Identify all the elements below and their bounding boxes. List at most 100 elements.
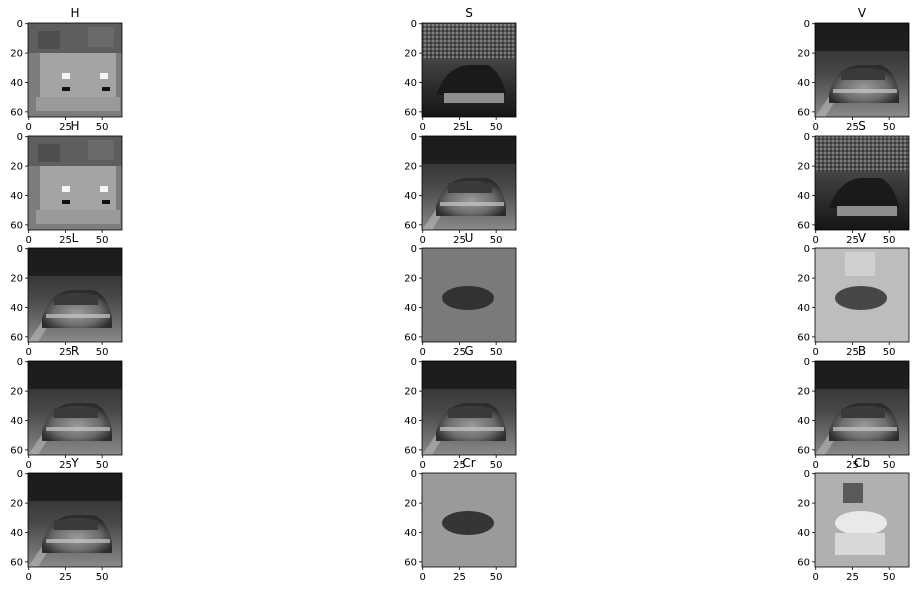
channel-image xyxy=(28,136,122,230)
x-tick-label: 50 xyxy=(883,235,896,246)
y-tick-label: 0 xyxy=(411,19,417,30)
y-tick-label: 0 xyxy=(17,19,23,30)
y-tick-label: 20 xyxy=(10,499,23,510)
channel-image xyxy=(422,248,516,342)
x-tick-label: 0 xyxy=(420,235,426,246)
y-tick-label: 60 xyxy=(797,332,810,343)
panel-title: R xyxy=(71,344,79,358)
y-tick-label: 0 xyxy=(411,244,417,255)
y-tick-label: 40 xyxy=(797,303,810,314)
x-tick-label: 25 xyxy=(59,572,72,583)
channel-image xyxy=(28,473,122,567)
channel-image xyxy=(422,136,516,230)
y-tick-label: 20 xyxy=(404,274,417,285)
y-tick-label: 40 xyxy=(797,78,810,89)
y-tick-label: 60 xyxy=(10,445,23,456)
panel-title: B xyxy=(858,344,866,358)
x-tick-label: 25 xyxy=(453,235,466,246)
x-tick-label: 25 xyxy=(59,122,72,133)
y-tick-label: 20 xyxy=(797,162,810,173)
x-tick-label: 25 xyxy=(453,122,466,133)
x-tick-label: 25 xyxy=(59,460,72,471)
x-tick-label: 50 xyxy=(883,572,896,583)
x-tick-label: 0 xyxy=(813,460,819,471)
panel-title: L xyxy=(466,119,473,133)
panel-title: U xyxy=(465,231,474,245)
channel-image xyxy=(28,23,122,117)
panel-title: L xyxy=(72,231,79,245)
panel-title: V xyxy=(858,6,867,20)
y-tick-label: 0 xyxy=(804,132,810,143)
axes-frame xyxy=(814,247,910,343)
axes-frame xyxy=(814,135,910,231)
x-tick-label: 25 xyxy=(846,572,859,583)
y-tick-label: 60 xyxy=(404,445,417,456)
y-tick-label: 60 xyxy=(10,220,23,231)
channel-image xyxy=(28,248,122,342)
y-tick-label: 40 xyxy=(404,528,417,539)
y-tick-label: 40 xyxy=(404,416,417,427)
y-tick-label: 0 xyxy=(17,469,23,480)
axes-frame xyxy=(421,360,517,456)
x-tick-label: 25 xyxy=(846,122,859,133)
x-tick-label: 0 xyxy=(813,347,819,358)
x-tick-label: 25 xyxy=(453,347,466,358)
x-tick-label: 0 xyxy=(420,122,426,133)
x-tick-label: 25 xyxy=(846,347,859,358)
axes-frame xyxy=(814,22,910,118)
y-tick-label: 60 xyxy=(797,107,810,118)
axes-frame xyxy=(27,22,123,118)
y-tick-label: 60 xyxy=(797,445,810,456)
y-tick-label: 20 xyxy=(797,387,810,398)
axes-frame xyxy=(421,247,517,343)
y-tick-label: 60 xyxy=(10,332,23,343)
y-tick-label: 60 xyxy=(404,557,417,568)
y-tick-label: 20 xyxy=(10,49,23,60)
y-tick-label: 20 xyxy=(10,274,23,285)
y-tick-label: 20 xyxy=(10,162,23,173)
y-tick-label: 0 xyxy=(804,357,810,368)
channel-image xyxy=(815,23,909,117)
axes-frame xyxy=(421,472,517,568)
y-tick-label: 0 xyxy=(17,132,23,143)
x-tick-label: 0 xyxy=(420,572,426,583)
y-tick-label: 20 xyxy=(404,387,417,398)
x-tick-label: 0 xyxy=(26,122,32,133)
y-tick-label: 20 xyxy=(797,274,810,285)
panel-title: S xyxy=(465,6,473,20)
y-tick-label: 60 xyxy=(404,220,417,231)
axes-frame xyxy=(814,472,910,568)
x-tick-label: 50 xyxy=(96,347,109,358)
y-tick-label: 40 xyxy=(404,191,417,202)
y-tick-label: 0 xyxy=(411,469,417,480)
x-tick-label: 50 xyxy=(96,122,109,133)
x-tick-label: 0 xyxy=(813,235,819,246)
y-tick-label: 20 xyxy=(797,499,810,510)
y-tick-label: 0 xyxy=(17,357,23,368)
y-tick-label: 0 xyxy=(804,244,810,255)
y-tick-label: 40 xyxy=(10,303,23,314)
x-tick-label: 0 xyxy=(420,347,426,358)
y-tick-label: 40 xyxy=(10,416,23,427)
x-tick-label: 50 xyxy=(490,235,503,246)
x-tick-label: 0 xyxy=(26,235,32,246)
y-tick-label: 40 xyxy=(797,416,810,427)
x-tick-label: 0 xyxy=(26,572,32,583)
axes-frame xyxy=(27,247,123,343)
x-tick-label: 50 xyxy=(883,460,896,471)
x-tick-label: 0 xyxy=(813,122,819,133)
y-tick-label: 0 xyxy=(804,19,810,30)
x-tick-label: 0 xyxy=(26,347,32,358)
channel-image xyxy=(815,473,909,567)
channel-image xyxy=(815,136,909,230)
